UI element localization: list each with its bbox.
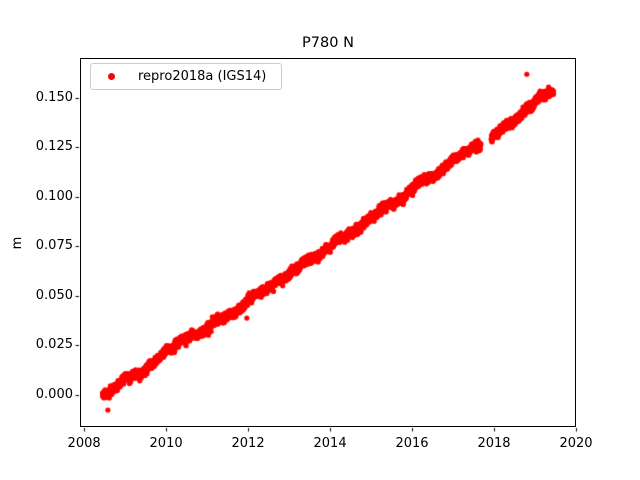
x-tick-label: 2014 [313,436,347,451]
x-tick-label: 2018 [477,436,511,451]
x-tick-label: 2016 [395,436,429,451]
x-tick-label: 2010 [149,436,183,451]
legend: repro2018a (IGS14) [90,63,282,90]
y-tick-label: 0.150 [35,89,73,105]
x-tick-label: 2020 [559,436,593,451]
legend-marker-icon [108,73,115,80]
y-tick-label: 0.125 [35,139,73,155]
x-tick-label: 2012 [231,436,265,451]
y-tick-label: 0.025 [35,337,73,353]
x-tick-label: 2008 [67,436,101,451]
y-tick-label: 0.100 [35,188,73,204]
y-tick-label: 0.050 [35,287,73,303]
chart-title: P780 N [302,35,354,51]
y-tick-label: 0.075 [35,238,73,254]
legend-label: repro2018a (IGS14) [138,69,267,84]
y-tick-label: 0.000 [35,386,73,402]
